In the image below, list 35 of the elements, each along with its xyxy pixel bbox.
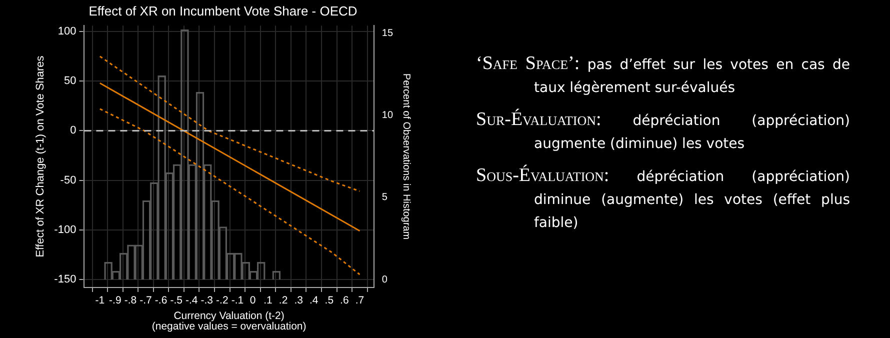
x-tick-label: 0 <box>250 294 256 307</box>
y-tick-label: -100 <box>54 224 76 236</box>
y-tick-label: -150 <box>54 274 76 286</box>
y-tick-label: -50 <box>60 174 76 186</box>
y-tick-label: 100 <box>58 26 76 38</box>
x-axis-title: Currency Valuation (t-2) (negative values = overvaluation) <box>152 310 306 333</box>
y2-axis-title: Percent of Observations in Histogram <box>400 73 412 240</box>
x-tick-label: -.3 <box>200 294 214 307</box>
y2-tick-label: 15 <box>382 28 394 39</box>
x-tick-label: -.5 <box>170 294 183 307</box>
x-tick-label: -.1 <box>231 294 244 307</box>
x-tick-label: -.4 <box>185 294 198 307</box>
y2-tick-label: 5 <box>382 192 388 204</box>
line-series <box>99 108 360 276</box>
x-tick-label: .3 <box>294 294 304 307</box>
line-series <box>99 56 360 192</box>
x-tick-label: .6 <box>340 294 349 307</box>
x-tick-label: -.7 <box>140 294 152 307</box>
chart-title: Effect of XR on Incumbent Vote Share - OECD <box>88 3 358 18</box>
x-tick-label: .1 <box>264 294 273 307</box>
x-tick-label: .5 <box>324 294 334 307</box>
y2-tick-label: 0 <box>382 274 388 286</box>
x-tick-label: .4 <box>309 294 318 307</box>
x-tick-label: -.6 <box>154 294 168 307</box>
x-tick-label: .7 <box>355 294 364 307</box>
x-tick-label: -.9 <box>109 294 122 307</box>
y-tick-label: 50 <box>64 75 76 88</box>
x-tick-label: .2 <box>278 294 288 307</box>
x-tick-label: -.8 <box>124 294 137 307</box>
text: Sous-Évaluation: dépréciation (appréciation) diminue (augmente) les votes (effet plus faible) <box>476 165 850 231</box>
y-tick-label: 0 <box>70 124 76 137</box>
x-tick-label: -.2 <box>216 294 228 307</box>
x-tick-label: -1 <box>95 294 105 307</box>
y-axis-title: Effect of XR Change (t-1) on Vote Shares <box>34 55 47 258</box>
y2-tick-label: 10 <box>382 110 394 122</box>
